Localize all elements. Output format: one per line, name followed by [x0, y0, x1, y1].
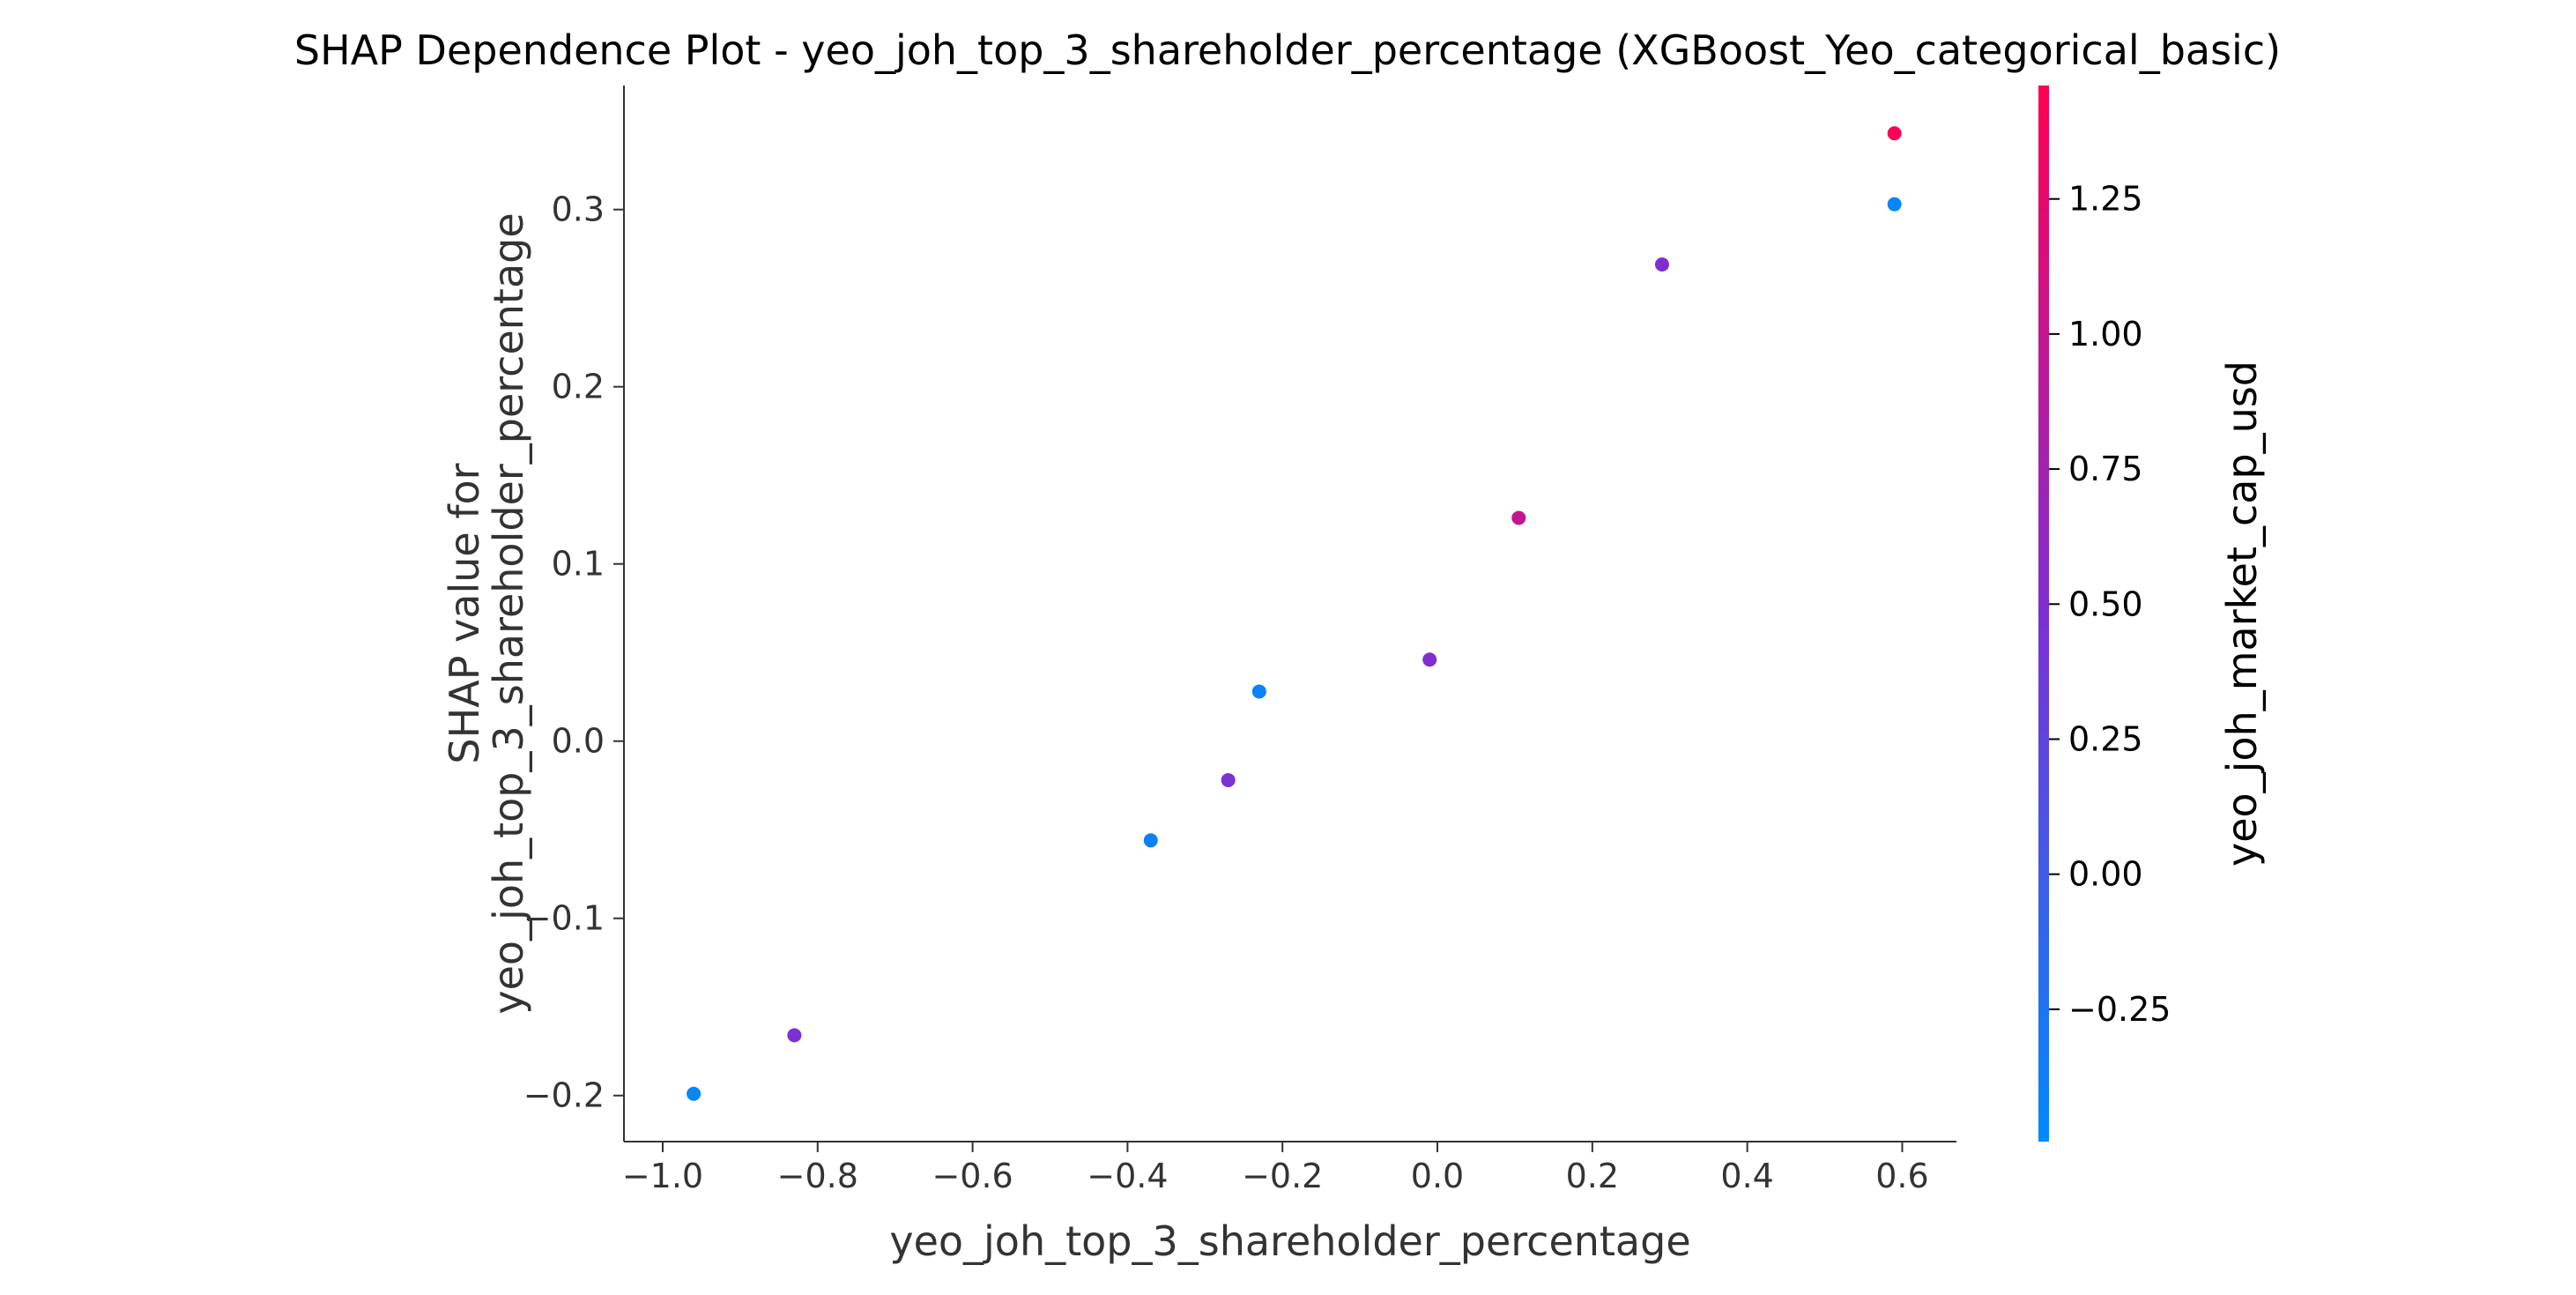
x-tick-label: −0.8 [777, 1157, 858, 1195]
colorbar-tick-label: −0.25 [2068, 990, 2171, 1029]
scatter-point [687, 1086, 702, 1101]
colorbar-ticks: −0.25 0.00 0.25 0.50 0.75 1.00 1.25 [2049, 180, 2171, 1029]
y-tick-label: 0.2 [552, 368, 605, 406]
scatter-point [1251, 684, 1266, 699]
colorbar-tick-label: 0.50 [2068, 584, 2143, 623]
data-points [687, 126, 1902, 1101]
colorbar-tick-label: 1.25 [2068, 180, 2143, 219]
scatter-point [1221, 772, 1236, 787]
x-tick-label: −0.2 [1242, 1157, 1323, 1195]
y-ticks: −0.2 −0.1 0.0 0.1 0.2 0.3 [523, 190, 624, 1115]
colorbar-tick-label: 1.00 [2068, 315, 2143, 354]
y-tick-label: −0.2 [523, 1076, 605, 1115]
colorbar-tick-label: 0.00 [2068, 855, 2143, 894]
scatter-point [1654, 257, 1669, 272]
y-tick-label: 0.1 [552, 545, 605, 584]
colorbar: −0.25 0.00 0.25 0.50 0.75 1.00 1.25 [2038, 86, 2171, 1142]
x-axis-label: yeo_joh_top_3_shareholder_percentage [889, 1217, 1690, 1265]
scatter-point [1511, 510, 1526, 525]
x-tick-label: 0.4 [1720, 1157, 1773, 1195]
y-axis-label-line2: yeo_joh_top_3_shareholder_percentage [485, 212, 532, 1014]
chart-title: SHAP Dependence Plot - yeo_joh_top_3_sha… [294, 26, 2281, 74]
y-axis-label: SHAP value for yeo_joh_top_3_shareholder… [441, 212, 532, 1014]
colorbar-tick-label: 0.75 [2068, 450, 2143, 488]
y-tick-label: 0.3 [552, 190, 605, 229]
scatter-point [787, 1028, 802, 1043]
scatter-point [1143, 833, 1158, 848]
scatter-point [1887, 197, 1902, 212]
x-tick-label: 0.2 [1566, 1157, 1619, 1195]
x-tick-label: 0.0 [1411, 1157, 1464, 1195]
x-tick-label: −1.0 [622, 1157, 703, 1195]
plot-area: −1.0 −0.8 −0.6 −0.4 −0.2 0.0 0.2 0.4 0.6 −0.2−0.… [523, 86, 1956, 1195]
y-axis-label-line1: SHAP value for [441, 463, 488, 763]
colorbar-label: yeo_joh_market_cap_usd [2218, 361, 2266, 867]
scatter-point [1422, 652, 1437, 667]
colorbar-tick-label: 0.25 [2068, 719, 2143, 758]
x-tick-label: −0.6 [932, 1157, 1013, 1195]
x-ticks: −1.0 −0.8 −0.6 −0.4 −0.2 0.0 0.2 0.4 0.6 [622, 1142, 1929, 1195]
y-tick-label: 0.0 [552, 722, 605, 761]
colorbar-gradient [2038, 86, 2049, 1142]
y-tick-label: −0.1 [523, 899, 605, 938]
x-tick-label: 0.6 [1875, 1157, 1928, 1195]
scatter-point [1887, 126, 1902, 141]
x-tick-label: −0.4 [1087, 1157, 1168, 1195]
